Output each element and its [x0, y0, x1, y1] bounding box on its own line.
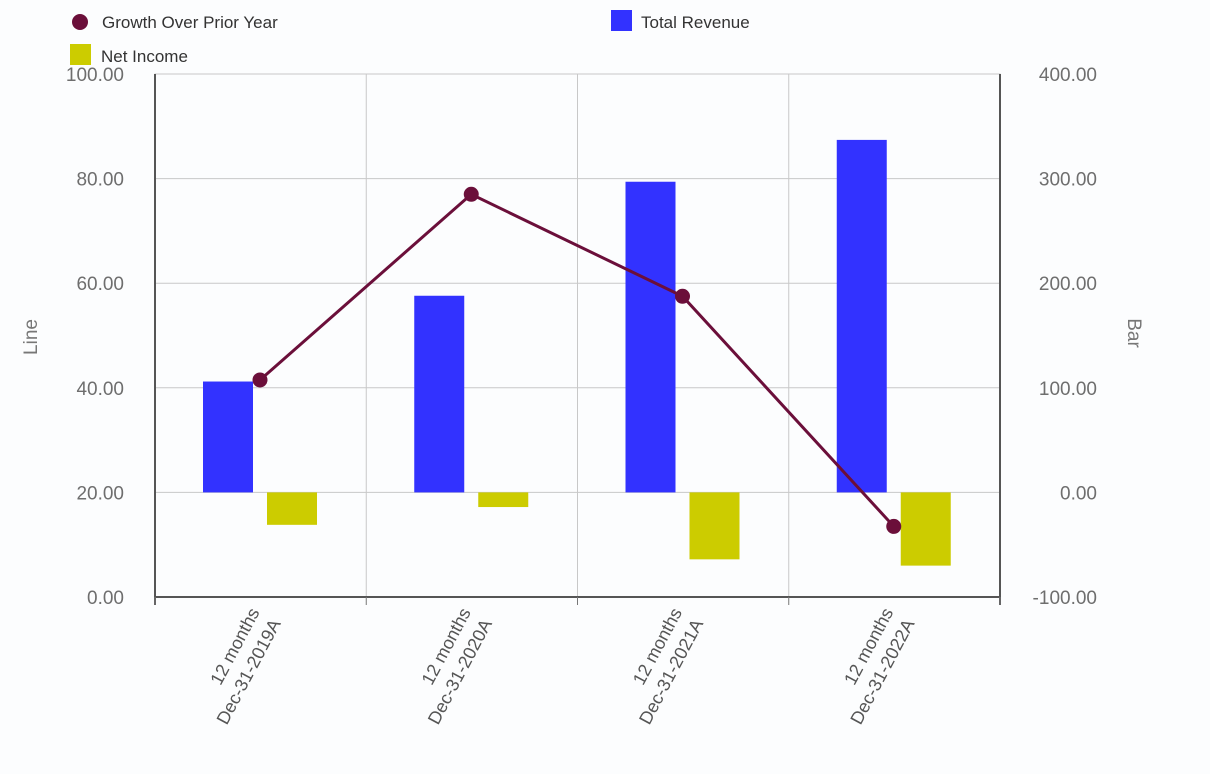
- growth-point: [886, 518, 902, 534]
- legend-marker-growth: [72, 14, 88, 30]
- net-income-bar: [478, 492, 529, 508]
- legend-marker-net-income: [70, 44, 91, 65]
- right-tick-label: -100.00: [1033, 588, 1097, 609]
- left-tick-label: 80.00: [76, 170, 124, 191]
- line-series: [252, 186, 902, 534]
- left-tick-label: 20.00: [76, 483, 124, 504]
- growth-point: [252, 372, 268, 388]
- right-tick-label: 200.00: [1039, 274, 1097, 295]
- left-tick-label: 0.00: [87, 588, 124, 609]
- net-income-bar: [267, 492, 317, 525]
- right-tick-label: 100.00: [1039, 379, 1097, 400]
- right-tick-label: 0.00: [1060, 483, 1097, 504]
- category-label: 12 monthsDec-31-2021A: [614, 604, 707, 727]
- total-revenue-bar: [203, 381, 253, 493]
- right-tick-label: 400.00: [1039, 65, 1097, 86]
- growth-line: [259, 192, 895, 528]
- legend-label-net-income: Net Income: [101, 47, 188, 66]
- right-axis-title: Bar: [1123, 318, 1144, 348]
- legend-label-growth: Growth Over Prior Year: [102, 13, 278, 32]
- total-revenue-bar: [836, 139, 887, 493]
- category-label: 12 monthsDec-31-2020A: [403, 604, 496, 727]
- right-tick-label: 300.00: [1039, 170, 1097, 191]
- net-income-bar: [689, 492, 740, 560]
- category-label: 12 monthsDec-31-2022A: [825, 604, 918, 727]
- left-tick-label: 100.00: [66, 65, 124, 86]
- left-axis-title: Line: [21, 319, 42, 355]
- left-tick-label: 60.00: [76, 274, 124, 295]
- net-income-bar: [900, 492, 951, 566]
- category-label: 12 monthsDec-31-2019A: [191, 604, 284, 727]
- legend-marker-revenue: [611, 10, 632, 31]
- legend-label-revenue: Total Revenue: [641, 13, 750, 32]
- bars: [203, 139, 951, 566]
- legend: Growth Over Prior Year Total Revenue Net I…: [70, 10, 750, 66]
- axes: [154, 74, 1001, 605]
- growth-point: [675, 288, 690, 304]
- total-revenue-bar: [625, 181, 676, 493]
- total-revenue-bar: [414, 295, 465, 493]
- left-tick-label: 40.00: [76, 379, 124, 400]
- growth-point: [463, 186, 479, 202]
